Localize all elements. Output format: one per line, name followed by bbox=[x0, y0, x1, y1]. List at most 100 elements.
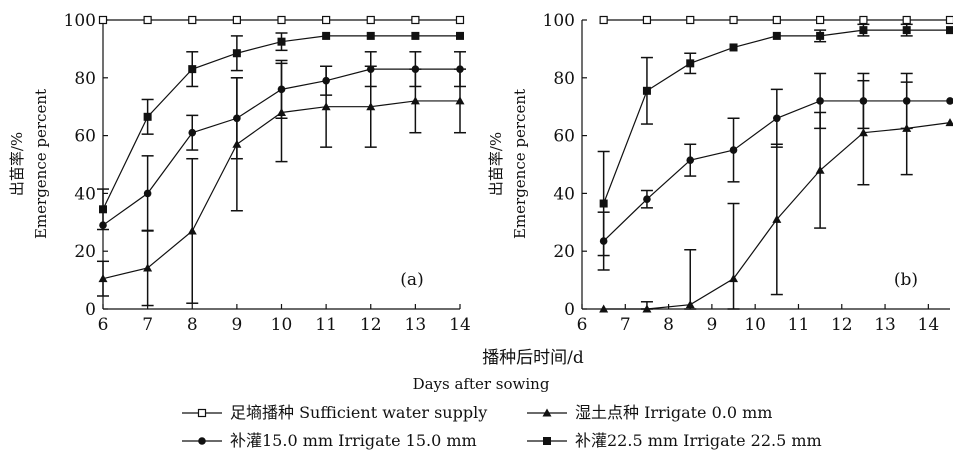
panel-label: (a) bbox=[400, 270, 423, 290]
data-point bbox=[946, 97, 953, 105]
legend-marker bbox=[542, 408, 552, 417]
y-tick-label: 60 bbox=[74, 127, 96, 147]
data-point bbox=[322, 76, 330, 85]
data-point bbox=[322, 31, 331, 40]
data-point bbox=[366, 102, 376, 111]
data-point bbox=[411, 65, 420, 73]
data-point bbox=[773, 114, 781, 123]
data-point bbox=[902, 97, 911, 105]
legend-item-open-square: 足墒播种 Sufficient water supply bbox=[182, 403, 487, 422]
y-tick-label: 100 bbox=[64, 11, 96, 31]
data-point bbox=[366, 65, 375, 73]
legend-item-circle: 补灌15.0 mm Irrigate 15.0 mm bbox=[182, 431, 477, 450]
data-point bbox=[685, 300, 695, 309]
legend-item-triangle: 湿土点种 Irrigate 0.0 mm bbox=[527, 403, 772, 422]
panel-label: (b) bbox=[894, 270, 918, 290]
x-tick-label: 9 bbox=[706, 315, 717, 335]
x-tick-label: 13 bbox=[874, 315, 896, 335]
data-point bbox=[322, 15, 331, 25]
x-axis-label-en: Days after sowing bbox=[413, 375, 550, 393]
y-axis-label-cn: 出苗率/% bbox=[487, 132, 505, 196]
legend-item-filled-square: 补灌22.5 mm Irrigate 22.5 mm bbox=[527, 431, 822, 450]
data-point bbox=[411, 15, 420, 25]
x-tick-label: 14 bbox=[918, 315, 940, 335]
y-tick-label: 100 bbox=[543, 11, 575, 31]
data-point bbox=[945, 15, 953, 25]
data-point bbox=[410, 96, 420, 105]
data-point bbox=[233, 114, 241, 123]
series-open-square bbox=[599, 15, 953, 25]
data-point bbox=[187, 226, 197, 235]
series-triangle bbox=[599, 79, 953, 313]
data-point bbox=[816, 31, 825, 40]
data-point bbox=[455, 15, 465, 25]
data-point bbox=[143, 189, 152, 198]
data-point bbox=[642, 86, 651, 95]
x-tick-label: 14 bbox=[449, 315, 471, 335]
panel-a-chart: 0 20 40 60 80 100 6 7 8 9 10 11 12 13 14 出苗率/% Emergence… bbox=[8, 11, 471, 335]
data-point bbox=[232, 49, 241, 58]
y-tick-label: 60 bbox=[553, 127, 575, 147]
legend: 足墒播种 Sufficient water supply 湿土点种 Irrigat… bbox=[182, 403, 822, 450]
y-tick-label: 20 bbox=[553, 242, 575, 262]
legend-label: 足墒播种 Sufficient water supply bbox=[230, 403, 487, 422]
x-tick-label: 8 bbox=[187, 315, 198, 335]
data-point bbox=[188, 65, 197, 74]
legend-marker bbox=[197, 408, 207, 418]
data-point bbox=[456, 65, 464, 73]
data-point bbox=[642, 15, 652, 25]
x-tick-label: 11 bbox=[315, 315, 337, 335]
x-tick-label: 6 bbox=[98, 315, 109, 335]
y-tick-label: 0 bbox=[85, 300, 96, 320]
data-point bbox=[902, 15, 911, 25]
series-filled-square bbox=[597, 23, 953, 257]
y-axis-label-en: Emergence percent bbox=[32, 89, 50, 239]
y-tick-label: 80 bbox=[74, 69, 96, 89]
data-point bbox=[143, 112, 152, 121]
data-point bbox=[411, 31, 420, 40]
data-point bbox=[816, 97, 824, 105]
data-point bbox=[232, 15, 241, 25]
x-tick-label: 6 bbox=[577, 315, 588, 335]
data-point bbox=[859, 97, 868, 105]
legend-label: 补灌15.0 mm Irrigate 15.0 mm bbox=[230, 431, 477, 450]
data-point bbox=[456, 31, 464, 40]
data-point bbox=[772, 214, 782, 223]
data-point bbox=[772, 31, 781, 40]
data-point bbox=[188, 15, 197, 25]
data-point bbox=[99, 205, 107, 214]
x-tick-label: 10 bbox=[271, 315, 293, 335]
data-point bbox=[815, 165, 825, 174]
data-point bbox=[98, 274, 108, 283]
x-tick-label: 7 bbox=[142, 315, 153, 335]
data-point bbox=[277, 85, 286, 94]
data-point bbox=[277, 37, 286, 46]
data-point bbox=[686, 156, 695, 164]
x-tick-label: 12 bbox=[831, 315, 853, 335]
data-point bbox=[455, 96, 465, 105]
series-filled-square bbox=[97, 31, 464, 231]
data-point bbox=[143, 15, 152, 25]
series-triangle bbox=[97, 62, 466, 307]
data-point bbox=[188, 128, 197, 137]
y-tick-label: 40 bbox=[74, 184, 96, 204]
legend-marker bbox=[198, 437, 206, 445]
x-tick-label: 8 bbox=[663, 315, 674, 335]
y-tick-label: 0 bbox=[564, 300, 575, 320]
data-point bbox=[859, 26, 868, 35]
data-point bbox=[729, 43, 738, 52]
data-point bbox=[946, 26, 953, 35]
data-point bbox=[599, 304, 609, 313]
data-point bbox=[686, 15, 695, 25]
x-axis-label-cn: 播种后时间/d bbox=[482, 348, 584, 368]
legend-label: 补灌22.5 mm Irrigate 22.5 mm bbox=[575, 431, 822, 450]
data-point bbox=[599, 15, 608, 25]
data-point bbox=[643, 195, 651, 203]
data-point bbox=[816, 15, 825, 25]
data-point bbox=[321, 102, 331, 111]
data-point bbox=[98, 15, 108, 25]
series-circle bbox=[99, 51, 466, 232]
legend-marker bbox=[543, 437, 551, 445]
y-axis-label-cn: 出苗率/% bbox=[8, 132, 26, 196]
